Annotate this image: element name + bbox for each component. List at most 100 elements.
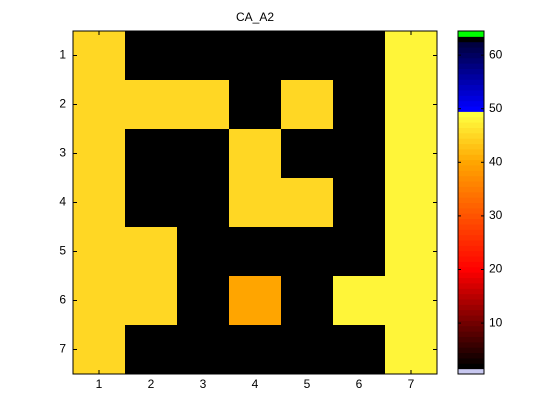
colorbar-segment — [458, 100, 484, 107]
heatmap-cell — [229, 31, 282, 81]
colorbar-segment — [458, 298, 484, 305]
y-tick-label: 5 — [59, 244, 66, 258]
colorbar-segment — [458, 363, 484, 370]
colorbar-segment — [458, 132, 484, 139]
colorbar-segment — [458, 164, 484, 171]
heatmap-cell — [229, 325, 282, 375]
x-tick-label: 2 — [148, 377, 155, 391]
heatmap-cell — [229, 178, 282, 228]
colorbar-segment — [458, 116, 484, 123]
colorbar-segment — [458, 57, 484, 64]
heatmap-cell — [125, 276, 178, 326]
heatmap-cell — [125, 227, 178, 277]
colorbar-segment — [458, 309, 484, 316]
heatmap-cell — [333, 129, 386, 179]
heatmap-cell — [73, 129, 126, 179]
heatmap-cell — [281, 325, 334, 375]
heatmap-cell — [125, 80, 178, 130]
colorbar-segment — [458, 320, 484, 327]
heatmap-cell — [177, 276, 230, 326]
colorbar-segment — [458, 234, 484, 241]
heatmap-cell — [73, 276, 126, 326]
x-tick-label: 5 — [304, 377, 311, 391]
heatmap-cell — [333, 80, 386, 130]
colorbar-segment — [458, 52, 484, 59]
heatmap-cell — [281, 129, 334, 179]
heatmap-cell — [281, 31, 334, 81]
heatmap-cell — [281, 276, 334, 326]
colorbar-segment — [458, 304, 484, 311]
colorbar-segment — [458, 352, 484, 359]
y-tick-label: 2 — [59, 97, 66, 111]
colorbar-segment — [458, 41, 484, 48]
colorbar-segment — [458, 315, 484, 321]
heatmap-cell — [73, 178, 126, 228]
y-tick-label: 4 — [59, 195, 66, 209]
heatmap-cell — [229, 227, 282, 277]
heatmap-cell — [385, 276, 438, 326]
colorbar-segment — [458, 159, 484, 166]
colorbar-tick-label: 20 — [489, 262, 503, 276]
colorbar-segment — [458, 336, 484, 343]
colorbar-segment — [458, 288, 484, 295]
colorbar-tick-label: 40 — [489, 154, 503, 168]
heatmap-cell — [281, 227, 334, 277]
colorbar-segment — [458, 84, 484, 91]
x-tick-label: 4 — [252, 377, 259, 391]
colorbar-segment — [458, 229, 484, 236]
heatmap-cell — [177, 178, 230, 228]
colorbar-segment — [458, 106, 484, 112]
heatmap-cell — [229, 80, 282, 130]
heatmap-cell — [281, 178, 334, 228]
heatmap-cell — [177, 129, 230, 179]
x-tick-label: 6 — [356, 377, 363, 391]
heatmap-cell — [333, 325, 386, 375]
heatmap-cell — [281, 80, 334, 130]
colorbar-segment — [458, 175, 484, 182]
x-tick-label: 3 — [200, 377, 207, 391]
heatmap-cell — [333, 31, 386, 81]
heatmap-cell — [73, 31, 126, 81]
colorbar-segment — [458, 341, 484, 348]
colorbar-segment — [458, 89, 484, 96]
colorbar-segment — [458, 272, 484, 279]
colorbar-segment — [458, 256, 484, 262]
colorbar-segment — [458, 95, 484, 102]
y-tick-label: 6 — [59, 293, 66, 307]
heatmap-cell — [333, 227, 386, 277]
colorbar-segment — [458, 170, 484, 177]
heatmap-cell — [385, 178, 438, 228]
heatmap-cell — [177, 80, 230, 130]
colorbar-segment — [458, 31, 484, 37]
colorbar-segment — [458, 73, 484, 80]
chart-title: CA_A2 — [236, 10, 274, 24]
heatmap-cell — [73, 325, 126, 375]
colorbar-tick-label: 50 — [489, 101, 503, 115]
heatmap-cell — [229, 129, 282, 179]
colorbar-segment — [458, 266, 484, 273]
heatmap-cell — [385, 227, 438, 277]
colorbar-segment — [458, 197, 484, 203]
colorbar-segment — [458, 282, 484, 289]
heatmap-cell — [385, 325, 438, 375]
colorbar-segment — [458, 223, 484, 230]
colorbar-segment — [458, 111, 484, 118]
heatmap-cell — [125, 178, 178, 228]
colorbar-segment — [458, 127, 484, 134]
colorbar-segment — [458, 79, 484, 86]
colorbar-segment — [458, 202, 484, 209]
heatmap-cell — [73, 227, 126, 277]
colorbar-segment — [458, 240, 484, 246]
colorbar-segment — [458, 148, 484, 155]
colorbar-segment — [458, 357, 484, 364]
colorbar-segment — [458, 277, 484, 284]
heatmap-cell — [73, 80, 126, 130]
colorbar-segment — [458, 261, 484, 268]
heatmap-cell — [229, 276, 282, 326]
colorbar-segment — [458, 143, 484, 150]
colorbar-segment — [458, 138, 484, 145]
colorbar-segment — [458, 325, 484, 332]
x-tick-label: 1 — [96, 377, 103, 391]
heatmap-cell — [125, 31, 178, 81]
